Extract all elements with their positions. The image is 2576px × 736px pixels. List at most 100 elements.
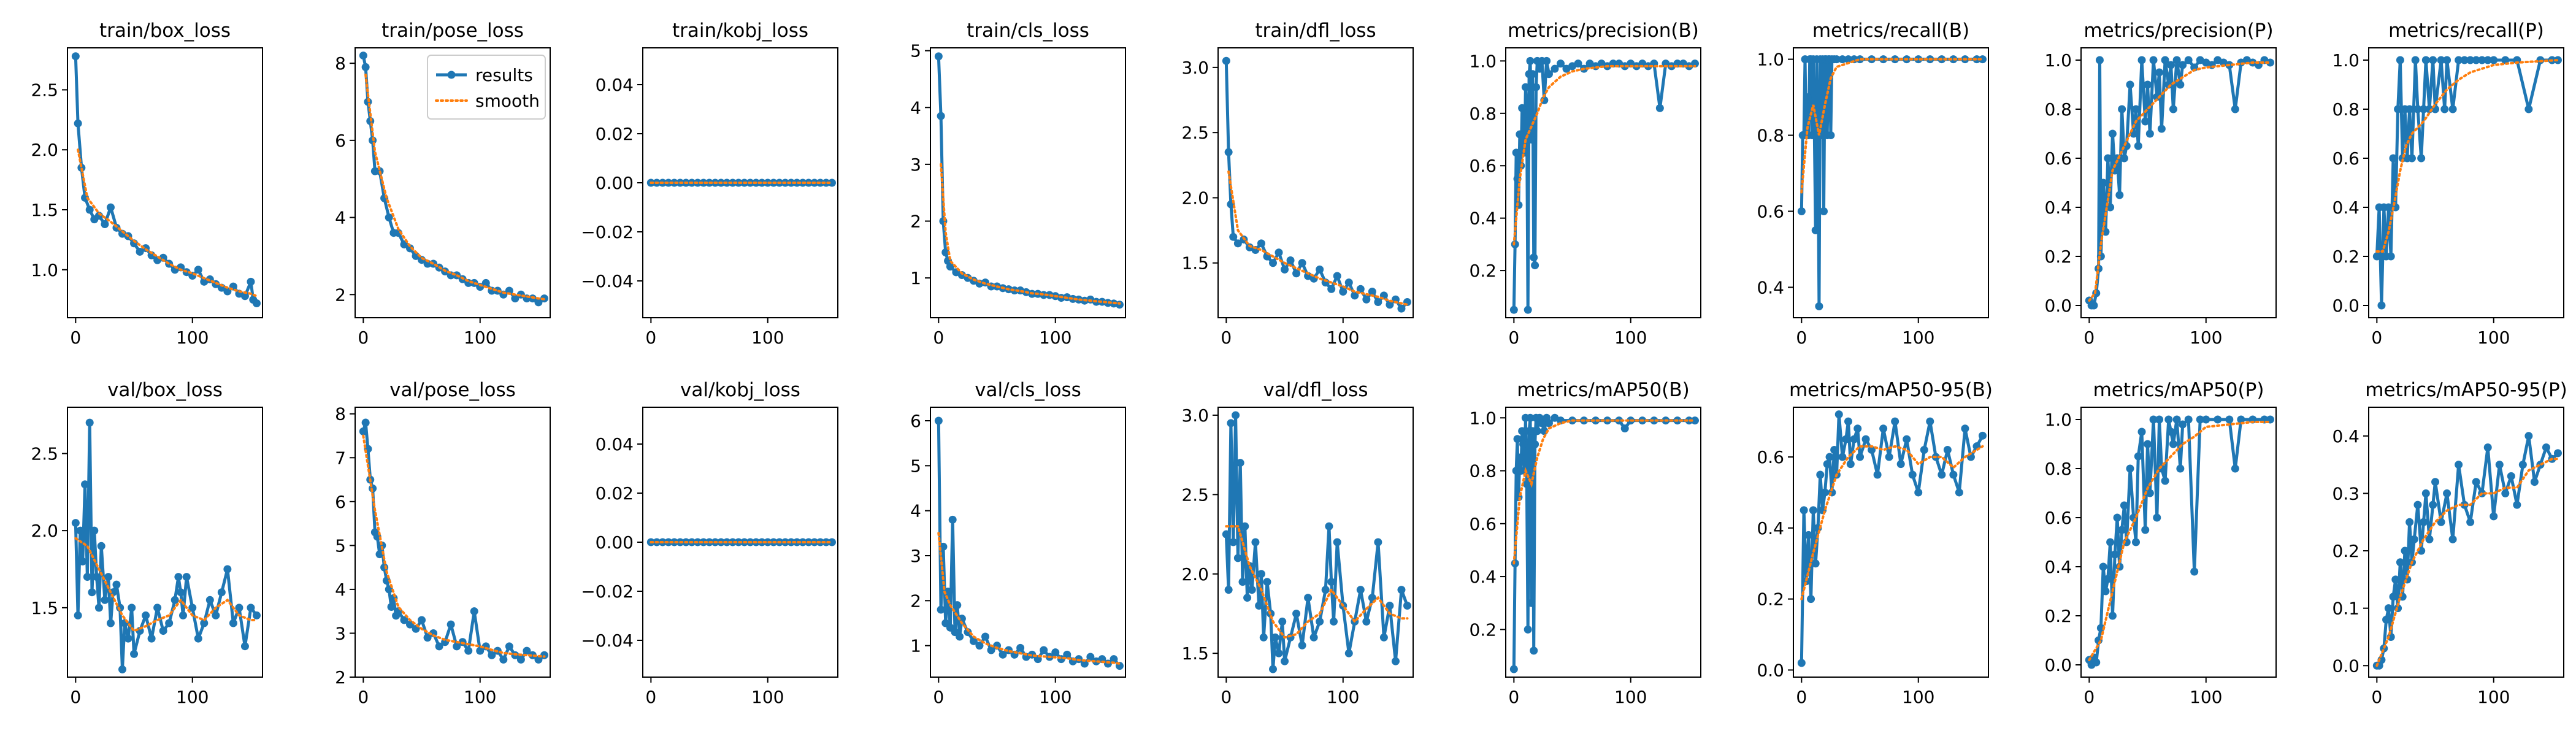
data-point-results	[1811, 559, 1820, 568]
data-point-results	[1832, 55, 1841, 64]
data-point-results	[1362, 617, 1371, 626]
y-tick-label: 0.6	[2332, 148, 2359, 169]
data-point-results	[375, 550, 384, 559]
data-point-results	[1238, 578, 1247, 586]
y-tick-label: 0.8	[1469, 461, 1497, 481]
data-point-results	[2411, 56, 2420, 64]
data-point-results	[2092, 658, 2101, 667]
y-tick-label: 1.0	[2044, 410, 2072, 430]
data-point-results	[2413, 105, 2422, 113]
data-point-results	[1838, 453, 1847, 461]
data-point-results	[171, 596, 179, 604]
data-point-results	[2425, 535, 2434, 543]
data-point-results	[2101, 587, 2110, 596]
panel-metrics-map50-95-p: metrics/mAP50-95(P) 0 100 0.0 0.1 0.2 0.3 0.4	[2332, 379, 2567, 707]
plot-area	[1797, 410, 1987, 667]
y-tick-label: 8	[335, 404, 346, 424]
y-tick-label: −0.02	[581, 222, 634, 242]
data-point-results	[1016, 643, 1025, 652]
y-tick-label: 0.04	[596, 434, 634, 454]
data-point-results	[106, 203, 115, 212]
data-point-results	[1086, 653, 1095, 661]
data-point-results	[1556, 59, 1565, 68]
data-point-results	[71, 519, 80, 527]
data-point-results	[2429, 500, 2437, 509]
y-tick-label: 2.5	[31, 80, 58, 100]
data-point-results	[247, 604, 255, 612]
data-point-results	[1232, 411, 1240, 420]
panel-train-cls-loss: train/cls_loss 0 100 1 2 3 4 5	[910, 20, 1126, 348]
data-point-results	[2161, 56, 2169, 64]
axes-frame	[1505, 47, 1701, 318]
data-point-results	[488, 651, 496, 659]
data-point-results	[1386, 301, 1394, 309]
data-point-results	[1531, 440, 1539, 448]
data-point-results	[235, 604, 243, 612]
data-point-results	[729, 178, 737, 187]
data-point-results	[516, 655, 525, 664]
data-point-results	[385, 213, 393, 222]
y-tick-label: 0.6	[2044, 508, 2072, 528]
x-tick-label: 100	[176, 328, 209, 348]
data-point-results	[2478, 56, 2486, 64]
x-tick-label: 0	[1221, 328, 1232, 348]
series-line-smooth	[940, 163, 1121, 305]
data-point-results	[1873, 470, 1882, 479]
data-point-results	[528, 651, 537, 659]
y-tick-label: 6	[335, 492, 346, 512]
data-point-results	[2405, 105, 2414, 113]
data-point-results	[470, 607, 478, 616]
y-tick-label: 0.02	[596, 483, 634, 504]
data-point-results	[2466, 56, 2475, 64]
data-point-results	[1527, 136, 1536, 144]
x-tick-label: 0	[1508, 328, 1519, 348]
series-line-smooth	[1512, 419, 1696, 565]
data-point-results	[94, 604, 103, 612]
data-point-results	[2108, 129, 2117, 138]
data-point-results	[2113, 513, 2122, 522]
data-point-results	[1526, 56, 1535, 65]
data-point-results	[188, 604, 197, 612]
data-point-results	[405, 244, 414, 253]
legend-marker-results	[447, 71, 456, 79]
data-point-results	[1255, 602, 1263, 610]
data-point-results	[1920, 445, 1928, 454]
data-point-results	[2134, 452, 2142, 461]
data-point-results	[2153, 93, 2161, 101]
y-tick-label: 6	[335, 131, 346, 151]
data-point-results	[1543, 56, 1551, 65]
y-tick-label: 6	[910, 411, 921, 431]
data-point-results	[1356, 285, 1365, 293]
data-point-results	[1243, 594, 1252, 602]
data-point-results	[2172, 415, 2181, 424]
data-point-results	[2090, 301, 2098, 310]
panel-title: val/dfl_loss	[1263, 379, 1368, 401]
data-point-results	[2118, 105, 2126, 113]
data-point-results	[1955, 488, 1963, 497]
data-point-results	[1248, 586, 1256, 594]
data-point-results	[1809, 506, 1817, 515]
data-point-results	[534, 298, 543, 307]
data-point-results	[1522, 480, 1531, 488]
panel-train-kobj-loss: train/kobj_loss 0 100 −0.04 −0.02 0.00 0.02 0.0…	[581, 20, 838, 348]
data-point-results	[2419, 518, 2428, 526]
x-tick-label: 100	[2190, 328, 2222, 348]
plot-area	[1222, 56, 1411, 313]
data-point-results	[1321, 586, 1330, 594]
data-point-results	[93, 573, 101, 581]
data-point-results	[2099, 562, 2107, 571]
data-point-results	[165, 619, 174, 627]
data-point-results	[2099, 178, 2107, 187]
y-tick-label: 2.0	[31, 521, 58, 541]
data-point-results	[74, 611, 82, 619]
panel-val-cls-loss: val/cls_loss 0 100 1 2 3 4 5 6	[910, 379, 1126, 707]
axes-frame	[2080, 47, 2277, 318]
data-point-results	[1908, 470, 1917, 479]
data-point-results	[2149, 56, 2158, 64]
data-point-results	[1544, 70, 1553, 79]
data-point-results	[937, 605, 945, 614]
data-point-results	[2149, 415, 2158, 424]
x-tick-label: 100	[1614, 328, 1647, 348]
panel-title: metrics/mAP50(B)	[1517, 379, 1689, 401]
data-point-results	[418, 616, 426, 624]
